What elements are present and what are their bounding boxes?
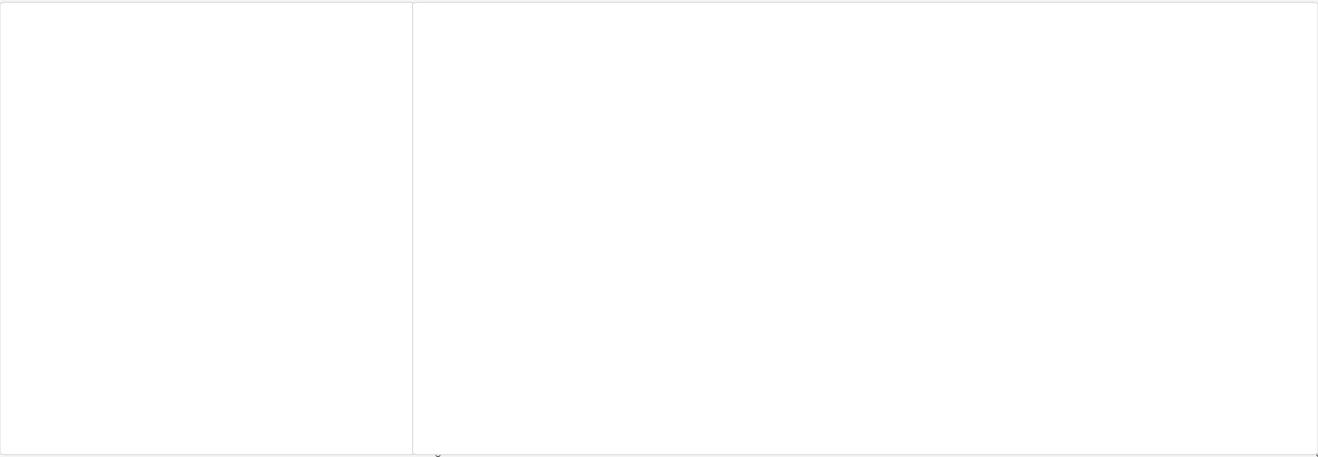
Text: 4,6: 4,6 (1114, 44, 1132, 54)
Text: 4,5: 4,5 (763, 53, 782, 63)
Text: 6.608: 6.608 (687, 155, 720, 165)
Text: 7.133: 7.133 (1106, 133, 1140, 143)
Text: 4,5: 4,5 (1184, 53, 1202, 63)
Bar (820, 174, 866, 452)
Bar (1240, 165, 1285, 452)
Bar (471, 84, 515, 452)
Bar (890, 190, 936, 452)
Text: 4,5: 4,5 (833, 53, 853, 63)
Y-axis label: Reseñas: Reseñas (378, 202, 391, 255)
Bar (1101, 148, 1145, 452)
Text: 8.651: 8.651 (477, 68, 510, 78)
Text: 4,0: 4,0 (331, 131, 351, 144)
Text: 4,5: 4,5 (904, 53, 923, 63)
Text: 6.539: 6.539 (826, 158, 859, 168)
Text: Regular: Regular (270, 36, 323, 50)
Text: 4,5: 4,5 (693, 53, 712, 63)
Wedge shape (301, 225, 362, 290)
Text: 6.801: 6.801 (757, 147, 789, 157)
Bar (1170, 142, 1215, 452)
Bar (750, 162, 796, 452)
Text: 7.316: 7.316 (547, 125, 580, 135)
Wedge shape (279, 166, 349, 245)
Bar (610, 162, 655, 452)
Bar (680, 170, 726, 452)
Text: 4,4: 4,4 (554, 61, 572, 71)
Text: 6.044: 6.044 (1036, 179, 1069, 189)
Text: Malo: Malo (26, 94, 59, 108)
Text: 4,6: 4,6 (974, 44, 992, 54)
Text: 6.743: 6.743 (1247, 149, 1280, 159)
Bar (540, 140, 585, 452)
Text: 3,0: 3,0 (198, 68, 217, 80)
Text: 2,0: 2,0 (65, 131, 84, 144)
Text: 4,5: 4,5 (134, 287, 217, 332)
Text: 1,0: 1,0 (9, 285, 29, 298)
Text: 4,5: 4,5 (1044, 53, 1062, 63)
Wedge shape (51, 166, 134, 290)
Text: 4,5: 4,5 (372, 202, 391, 215)
Text: 6.816: 6.816 (617, 146, 650, 156)
Polygon shape (299, 223, 349, 256)
Bar (960, 202, 1006, 452)
Text: 7.288: 7.288 (1176, 126, 1210, 136)
Text: 4,3: 4,3 (484, 69, 502, 80)
Text: Rating del año: Rating del año (37, 18, 173, 36)
Text: 4,4: 4,4 (623, 61, 642, 71)
Wedge shape (208, 112, 315, 208)
Text: 5.875: 5.875 (966, 186, 999, 197)
Text: 4,5: 4,5 (1253, 53, 1272, 63)
Text: 5,0: 5,0 (385, 285, 406, 298)
Wedge shape (99, 112, 206, 208)
Bar (1031, 195, 1075, 452)
Text: 6.148: 6.148 (896, 175, 929, 185)
